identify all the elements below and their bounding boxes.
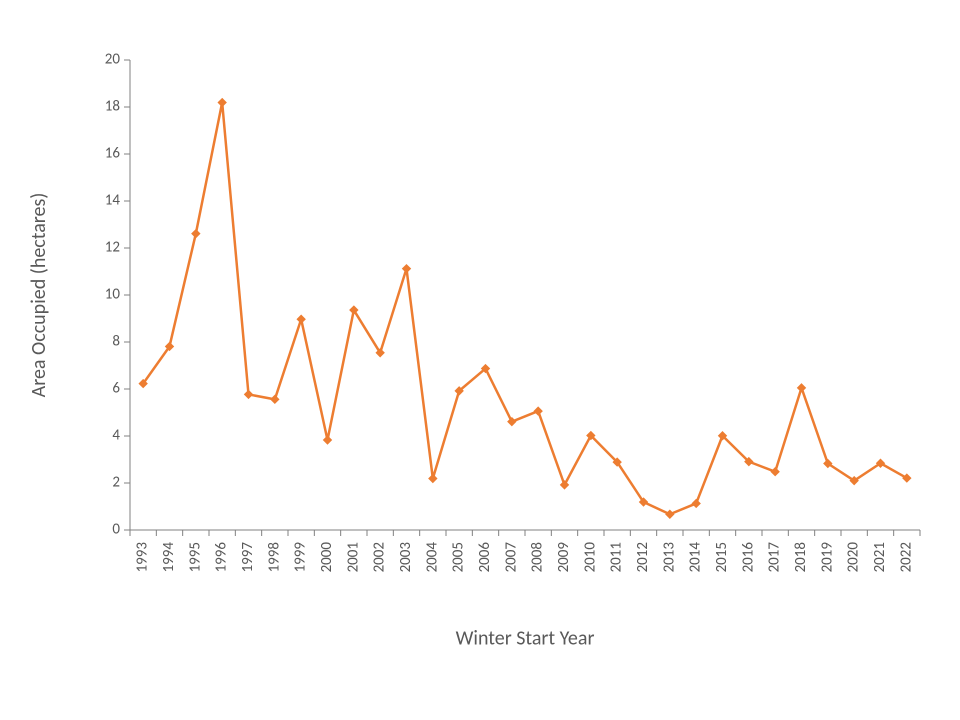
x-tick-label: 2010 — [581, 542, 599, 573]
y-tick-label: 16 — [105, 145, 121, 163]
x-tick-label: 2018 — [792, 542, 810, 572]
series-marker — [508, 418, 516, 426]
y-tick-label: 18 — [105, 98, 120, 116]
series-line — [143, 103, 907, 515]
x-tick-label: 1995 — [186, 542, 204, 572]
series-marker — [771, 468, 779, 476]
series-marker — [297, 315, 305, 323]
x-tick-label: 2015 — [713, 542, 731, 572]
y-tick-label: 12 — [105, 239, 120, 257]
x-tick-label: 2009 — [555, 542, 573, 573]
line-chart: 0 2 4 6 8 10 12 14 16 18 20 1993 1994 1995 1996 1997 199… — [0, 0, 960, 720]
series-marker — [403, 265, 411, 273]
x-tick-label: 2011 — [608, 542, 626, 572]
x-tick-label: 2020 — [845, 542, 863, 573]
series-marker — [429, 475, 437, 483]
y-tick-label: 2 — [112, 474, 120, 492]
x-tick-label: 2006 — [476, 542, 494, 573]
y-tick-label: 8 — [112, 333, 120, 351]
x-tick-label: 2002 — [371, 542, 389, 572]
x-tick-label: 2016 — [739, 542, 757, 573]
x-tick-label: 2005 — [450, 542, 468, 572]
series-marker — [798, 384, 806, 392]
series-marker — [245, 390, 253, 398]
x-tick-label: 1993 — [134, 542, 152, 573]
x-tick-label: 2000 — [318, 542, 336, 573]
x-tick-label: 1998 — [265, 542, 283, 572]
x-axis-title: Winter Start Year — [456, 626, 595, 650]
x-tick-label: 2014 — [687, 542, 705, 573]
x-tick-label: 2021 — [871, 542, 889, 572]
x-tick-label: 2008 — [529, 542, 547, 572]
y-axis-title: Area Occupied (hectares) — [27, 193, 51, 398]
series-marker — [666, 510, 674, 518]
x-tick-label: 2004 — [423, 542, 441, 573]
x-tick-label: 2019 — [818, 542, 836, 573]
series-marker — [534, 407, 542, 415]
y-tick-label: 10 — [105, 286, 121, 304]
x-tick-label: 1997 — [239, 542, 257, 573]
series-marker — [324, 436, 332, 444]
x-tick-label: 2003 — [397, 542, 415, 573]
x-tick-label: 1996 — [213, 542, 231, 573]
y-tick-label: 0 — [112, 521, 120, 539]
x-tick-label: 2012 — [634, 542, 652, 572]
y-tick-label: 6 — [112, 380, 120, 398]
y-tick-label: 20 — [105, 51, 121, 69]
x-tick-label: 2001 — [344, 542, 362, 572]
y-tick-label: 4 — [112, 427, 120, 445]
x-tick-label: 1999 — [292, 542, 310, 573]
x-tick-label: 2017 — [766, 542, 784, 573]
x-tick-label: 2013 — [660, 542, 678, 573]
x-tick-label: 2007 — [502, 542, 520, 573]
y-tick-label: 14 — [105, 192, 121, 210]
series-marker — [192, 230, 200, 238]
series-marker — [692, 499, 700, 507]
series-marker — [218, 99, 226, 107]
series-marker — [271, 395, 279, 403]
x-tick-label: 2022 — [897, 542, 915, 572]
chart-container: 0 2 4 6 8 10 12 14 16 18 20 1993 1994 1995 1996 1997 199… — [0, 0, 960, 720]
x-tick-label: 1994 — [160, 542, 178, 573]
